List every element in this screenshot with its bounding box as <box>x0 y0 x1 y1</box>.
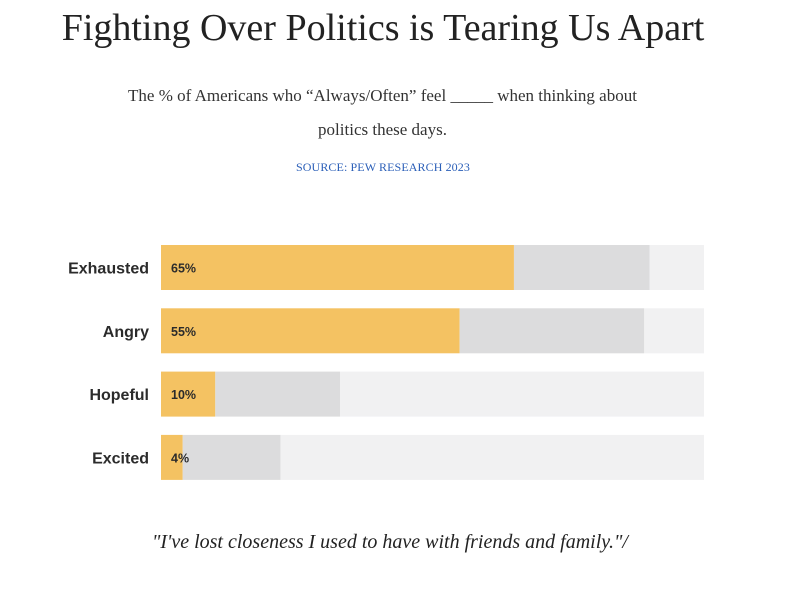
category-label-excited: Excited <box>92 450 149 467</box>
category-label-exhausted: Exhausted <box>68 261 149 278</box>
chart-subtitle: The % of Americans who “Always/Often” fe… <box>128 86 637 139</box>
bar-angry-rarely-never <box>644 308 704 354</box>
value-label-angry: 55% <box>171 325 196 339</box>
bar-angry-sometimes <box>459 308 645 354</box>
value-label-exhausted: 65% <box>171 262 196 276</box>
footer-quote: "I've lost closeness I used to have with… <box>151 531 628 553</box>
bar-exhausted-rarely-never <box>649 245 704 290</box>
bar-excited-rarely-never <box>280 434 704 480</box>
category-label-angry: Angry <box>103 324 149 341</box>
bar-excited-sometimes <box>182 434 281 480</box>
bar-hopeful-always-often <box>161 371 216 417</box>
source-link[interactable]: SOURCE: PEW RESEARCH 2023 <box>296 160 470 174</box>
bar-excited-always-often <box>161 434 183 480</box>
value-label-hopeful: 10% <box>171 388 196 402</box>
bar-hopeful-sometimes <box>215 371 341 417</box>
chart-title: Fighting Over Politics is Tearing Us Apa… <box>61 7 705 49</box>
category-label-hopeful: Hopeful <box>89 387 149 404</box>
bar-exhausted-sometimes <box>513 245 650 290</box>
value-label-excited: 4% <box>171 451 189 465</box>
bar-hopeful-rarely-never <box>340 371 704 417</box>
bar-exhausted-always-often <box>161 245 514 290</box>
bar-angry-always-often <box>161 308 460 354</box>
